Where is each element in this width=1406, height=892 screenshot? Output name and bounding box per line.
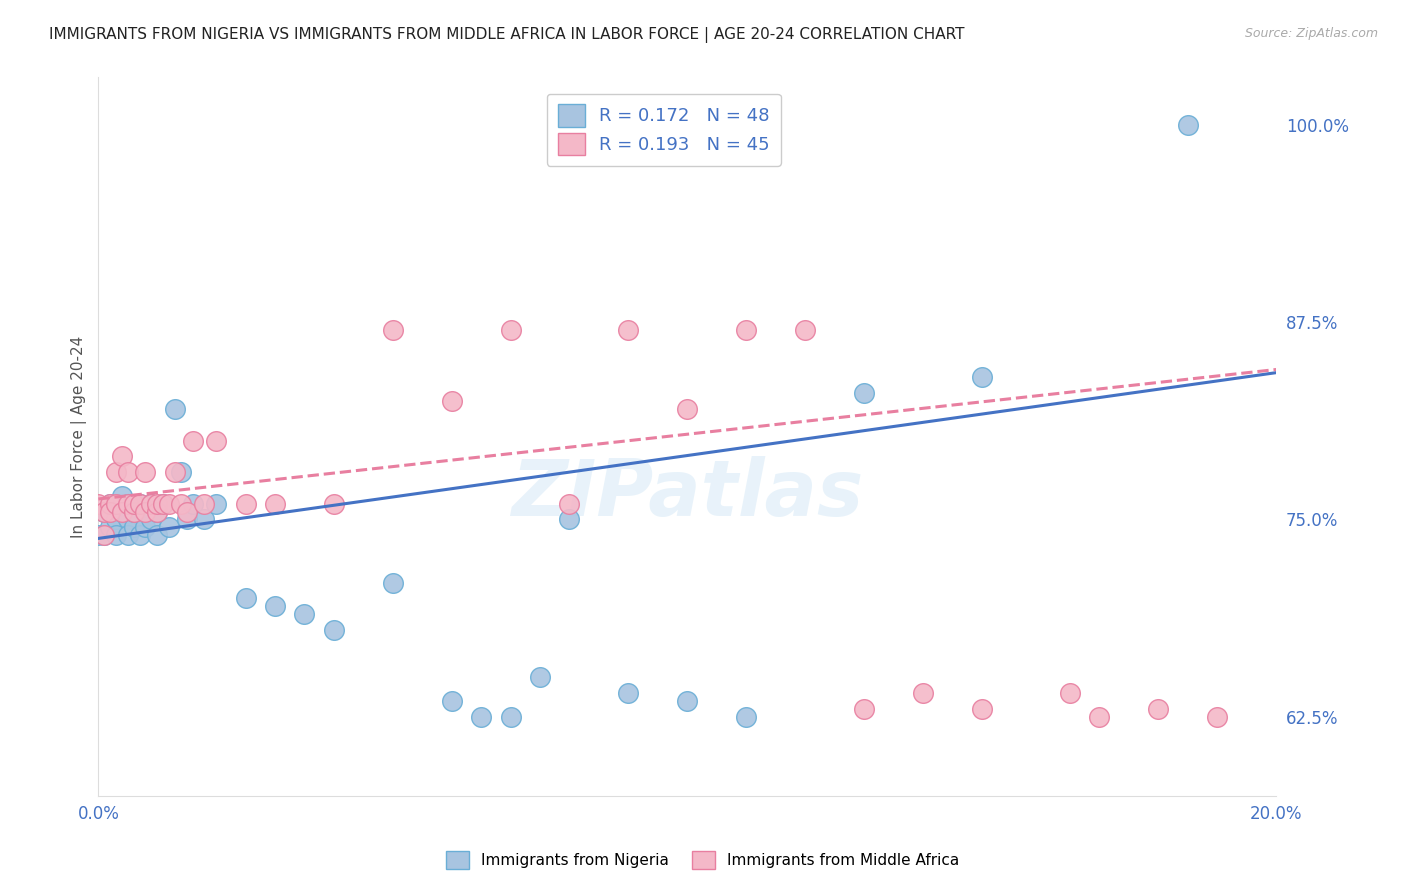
Point — [146, 505, 169, 519]
Point — [105, 497, 128, 511]
Point — [105, 512, 128, 526]
Point — [676, 401, 699, 416]
Point — [499, 710, 522, 724]
Point — [98, 505, 121, 519]
Point — [181, 434, 204, 448]
Point — [163, 465, 186, 479]
Point — [264, 497, 287, 511]
Point — [617, 323, 640, 337]
Point — [470, 710, 492, 724]
Point — [122, 505, 145, 519]
Point — [111, 505, 134, 519]
Point — [122, 505, 145, 519]
Point — [146, 528, 169, 542]
Point — [294, 607, 316, 622]
Point — [1088, 710, 1111, 724]
Point — [128, 497, 150, 511]
Point — [98, 497, 121, 511]
Point — [111, 505, 134, 519]
Point — [235, 497, 257, 511]
Point — [440, 694, 463, 708]
Point — [970, 370, 993, 384]
Point — [128, 497, 150, 511]
Point — [117, 465, 139, 479]
Point — [205, 497, 228, 511]
Point — [87, 497, 110, 511]
Point — [176, 512, 198, 526]
Point — [98, 505, 121, 519]
Point — [93, 528, 115, 542]
Point — [181, 497, 204, 511]
Point — [1206, 710, 1229, 724]
Point — [122, 520, 145, 534]
Point — [111, 489, 134, 503]
Point — [794, 323, 817, 337]
Point — [134, 505, 156, 519]
Point — [93, 505, 115, 519]
Point — [381, 323, 404, 337]
Point — [264, 599, 287, 614]
Point — [157, 497, 180, 511]
Y-axis label: In Labor Force | Age 20-24: In Labor Force | Age 20-24 — [72, 335, 87, 538]
Point — [558, 512, 581, 526]
Point — [105, 497, 128, 511]
Point — [134, 505, 156, 519]
Point — [440, 394, 463, 409]
Point — [146, 497, 169, 511]
Legend: R = 0.172   N = 48, R = 0.193   N = 45: R = 0.172 N = 48, R = 0.193 N = 45 — [547, 94, 780, 166]
Point — [105, 528, 128, 542]
Point — [141, 497, 163, 511]
Point — [735, 710, 758, 724]
Point — [152, 497, 174, 511]
Point — [134, 465, 156, 479]
Point — [117, 497, 139, 511]
Point — [176, 505, 198, 519]
Point — [205, 434, 228, 448]
Text: IMMIGRANTS FROM NIGERIA VS IMMIGRANTS FROM MIDDLE AFRICA IN LABOR FORCE | AGE 20: IMMIGRANTS FROM NIGERIA VS IMMIGRANTS FR… — [49, 27, 965, 43]
Point — [193, 497, 215, 511]
Point — [170, 465, 193, 479]
Point — [141, 497, 163, 511]
Point — [105, 465, 128, 479]
Point — [970, 702, 993, 716]
Point — [235, 591, 257, 606]
Point — [322, 623, 344, 637]
Point — [529, 670, 551, 684]
Point — [1059, 686, 1081, 700]
Point — [93, 505, 115, 519]
Point — [141, 512, 163, 526]
Point — [617, 686, 640, 700]
Point — [117, 512, 139, 526]
Point — [852, 386, 875, 401]
Legend: Immigrants from Nigeria, Immigrants from Middle Africa: Immigrants from Nigeria, Immigrants from… — [440, 845, 966, 875]
Point — [157, 520, 180, 534]
Point — [87, 528, 110, 542]
Point — [117, 497, 139, 511]
Point — [322, 497, 344, 511]
Point — [676, 694, 699, 708]
Point — [98, 497, 121, 511]
Point — [499, 323, 522, 337]
Point — [93, 528, 115, 542]
Point — [111, 450, 134, 464]
Point — [146, 505, 169, 519]
Point — [852, 702, 875, 716]
Point — [735, 323, 758, 337]
Point — [134, 520, 156, 534]
Point — [98, 520, 121, 534]
Point — [170, 497, 193, 511]
Point — [122, 497, 145, 511]
Point — [1147, 702, 1170, 716]
Text: ZIPatlas: ZIPatlas — [512, 456, 863, 532]
Point — [1177, 118, 1199, 132]
Point — [381, 575, 404, 590]
Point — [163, 401, 186, 416]
Point — [128, 528, 150, 542]
Point — [558, 497, 581, 511]
Point — [911, 686, 934, 700]
Point — [117, 528, 139, 542]
Point — [193, 512, 215, 526]
Text: Source: ZipAtlas.com: Source: ZipAtlas.com — [1244, 27, 1378, 40]
Point — [152, 497, 174, 511]
